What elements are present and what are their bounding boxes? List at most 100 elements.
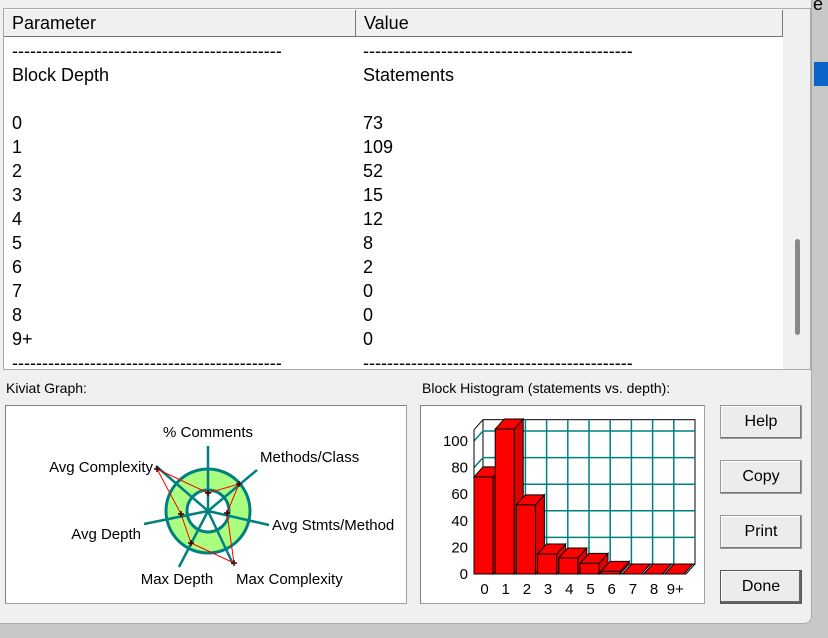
cell-value: 0 xyxy=(363,305,374,325)
cell-value: 0 xyxy=(363,329,374,349)
kiviat-axis-label: Avg Stmts/Method xyxy=(272,517,394,534)
subheader-row[interactable]: Block Depth Statements xyxy=(4,63,783,87)
kiviat-point xyxy=(154,466,160,472)
table-row[interactable]: 0 73 xyxy=(4,111,783,135)
separator-row[interactable]: ----------------------------------------… xyxy=(4,39,783,63)
x-tick-label: 8 xyxy=(650,581,658,598)
help-button[interactable]: Help xyxy=(720,405,802,439)
histogram-label: Block Histogram (statements vs. depth): xyxy=(422,380,671,396)
table-row[interactable]: 4 12 xyxy=(4,207,783,231)
kiviat-axis xyxy=(177,510,210,568)
background-window-selection xyxy=(814,62,828,86)
cell-parameter: 9+ xyxy=(12,329,33,349)
bar-top xyxy=(642,563,673,575)
cell-parameter: 6 xyxy=(12,257,23,277)
print-button[interactable]: Print xyxy=(720,515,802,549)
cell-value: Statements xyxy=(363,65,455,85)
axis-edge xyxy=(473,419,484,431)
cell-parameter: 1 xyxy=(12,137,23,157)
y-tick-label: 60 xyxy=(451,486,468,503)
bar xyxy=(600,570,621,575)
kiviat-axis xyxy=(143,509,209,526)
vertical-scrollbar[interactable] xyxy=(783,9,810,369)
kiviat-point xyxy=(236,481,242,487)
x-tick-label: 7 xyxy=(629,581,637,598)
column-header-parameter[interactable]: Parameter xyxy=(4,10,356,37)
table-row[interactable]: 1 109 xyxy=(4,135,783,159)
x-tick-label: 0 xyxy=(480,581,488,598)
bar-top xyxy=(663,563,694,575)
kiviat-label: Kiviat Graph: xyxy=(6,380,87,396)
y-tick-label: 80 xyxy=(451,460,468,477)
scrollbar-thumb[interactable] xyxy=(795,239,800,335)
x-tick-label: 6 xyxy=(608,581,616,598)
kiviat-graph: % Comments Methods/Class Avg Stmts/Method M… xyxy=(5,405,407,604)
table-row[interactable]: 3 15 xyxy=(4,183,783,207)
kiviat-axis xyxy=(207,509,270,527)
background-window-text: e xyxy=(813,0,824,14)
cell-parameter: 0 xyxy=(12,113,23,133)
kiviat-point xyxy=(188,540,194,546)
kiviat-axis-label: Methods/Class xyxy=(260,449,359,466)
gridline-horizontal xyxy=(473,430,695,442)
cell-value: 8 xyxy=(363,233,374,253)
gridline-horizontal xyxy=(473,456,695,469)
metrics-dialog: Parameter Value ------------------------… xyxy=(0,0,812,624)
bar xyxy=(579,562,600,575)
cell-value: 2 xyxy=(363,257,374,277)
cell-parameter: 2 xyxy=(12,161,23,181)
kiviat-axis-label: Avg Depth xyxy=(71,526,141,543)
bar xyxy=(494,428,515,575)
cell-value: ----------------------------------------… xyxy=(363,41,633,61)
x-tick-label: 9+ xyxy=(667,581,684,598)
y-tick-label: 40 xyxy=(451,513,468,530)
kiviat-point xyxy=(205,490,211,496)
bar xyxy=(537,553,558,575)
y-tick-label: 20 xyxy=(451,539,468,556)
cell-value: 0 xyxy=(363,281,374,301)
cell-parameter: 5 xyxy=(12,233,23,253)
kiviat-axis-label: % Comments xyxy=(163,424,253,441)
cell-value: 15 xyxy=(363,185,384,205)
block-histogram: 0 20 40 60 80 100 0 1 2 3 4 5 6 7 8 9+ xyxy=(420,405,705,604)
kiviat-point xyxy=(178,511,184,517)
cell-parameter: 7 xyxy=(12,281,23,301)
copy-button[interactable]: Copy xyxy=(720,460,802,494)
cell-value: 109 xyxy=(363,137,394,157)
table-row[interactable]: 9+ 0 xyxy=(4,327,783,351)
y-tick-label: 0 xyxy=(460,566,468,583)
kiviat-point xyxy=(224,510,230,516)
column-header-value[interactable]: Value xyxy=(356,10,783,37)
bar xyxy=(515,504,536,575)
bar-top xyxy=(621,563,652,575)
kiviat-axis xyxy=(206,510,235,565)
cell-value: 12 xyxy=(363,209,384,229)
kiviat-axis xyxy=(155,465,209,512)
cell-parameter: 4 xyxy=(12,209,23,229)
kiviat-polygon xyxy=(155,467,240,564)
cell-value: 52 xyxy=(363,161,384,181)
bar xyxy=(558,557,579,575)
table-row[interactable]: 2 52 xyxy=(4,159,783,183)
cell-parameter: 8 xyxy=(12,305,23,325)
kiviat-axis-label: Avg Complexity xyxy=(49,459,153,476)
done-button[interactable]: Done xyxy=(720,570,802,604)
x-tick-label: 1 xyxy=(502,581,510,598)
cell-parameter: ----------------------------------------… xyxy=(12,41,282,61)
kiviat-axis-label: Max Depth xyxy=(141,571,214,588)
cell-value: ----------------------------------------… xyxy=(363,353,633,370)
metrics-list[interactable]: Parameter Value ------------------------… xyxy=(3,8,811,370)
cell-parameter: 3 xyxy=(12,185,23,205)
x-tick-label: 3 xyxy=(544,581,552,598)
y-tick-label: 100 xyxy=(443,433,468,450)
separator-row[interactable]: ----------------------------------------… xyxy=(4,351,783,370)
cell-value: 73 xyxy=(363,113,384,133)
kiviat-point xyxy=(231,560,237,566)
kiviat-axis xyxy=(207,469,258,512)
x-tick-label: 4 xyxy=(565,581,573,598)
x-tick-label: 5 xyxy=(586,581,594,598)
